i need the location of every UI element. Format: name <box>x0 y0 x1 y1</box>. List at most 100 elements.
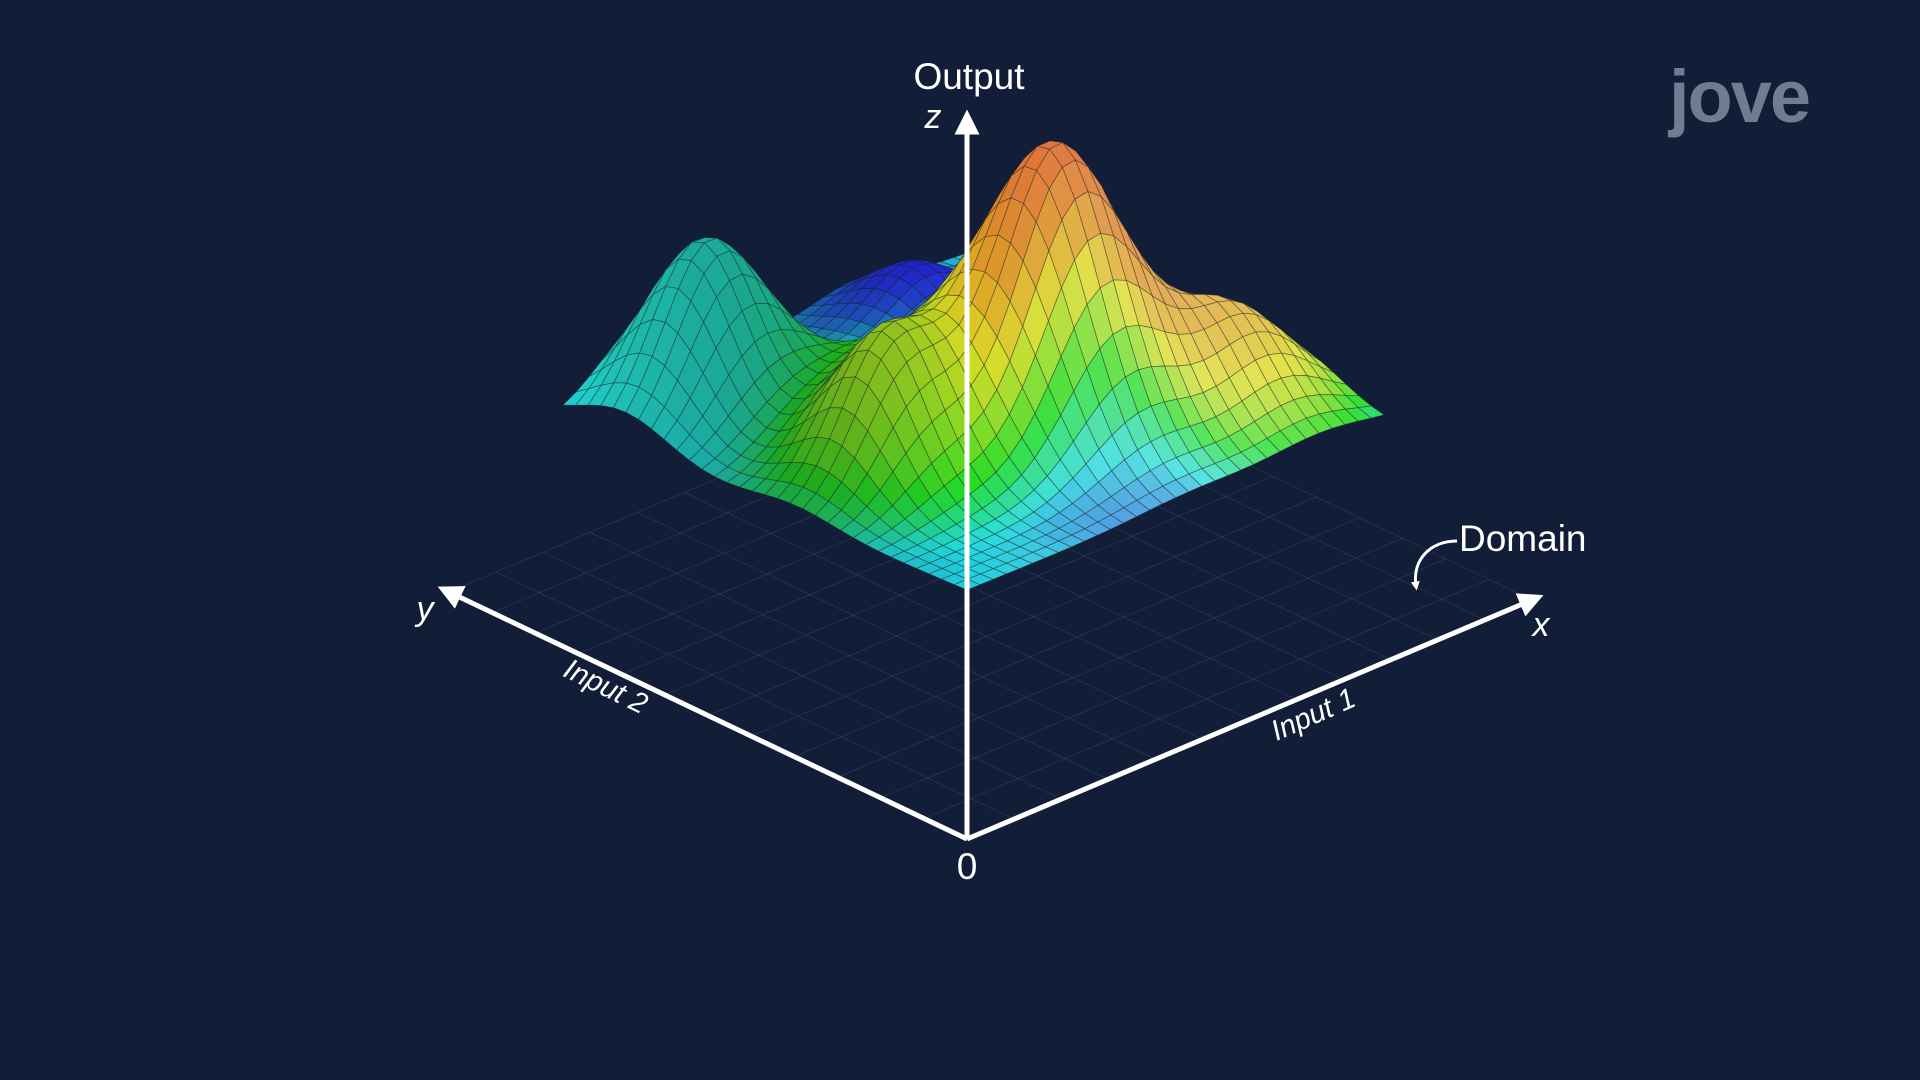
surface-patch <box>1266 430 1294 453</box>
surface-patch <box>1279 423 1307 446</box>
surface-patch <box>1096 514 1125 530</box>
surface-patch <box>1165 282 1192 295</box>
surface-patch <box>1019 527 1047 542</box>
surface-patch <box>1061 198 1088 261</box>
origin-label: 0 <box>957 846 978 887</box>
surface-patch <box>1109 507 1138 524</box>
surface-patch <box>1044 540 1073 553</box>
surface-patch <box>1019 511 1048 529</box>
surface-patch <box>1255 331 1283 356</box>
surface-patch <box>1203 322 1231 354</box>
surface-patch <box>789 486 817 510</box>
surface-patch <box>1242 331 1269 361</box>
surface-patch <box>1097 496 1125 516</box>
y-axis <box>437 586 969 842</box>
surface-patch <box>1331 394 1360 410</box>
x-axis-letter: x <box>1531 606 1551 644</box>
logo: jove <box>1667 55 1809 138</box>
surface-patch <box>1149 485 1177 505</box>
floor-line <box>750 496 1317 737</box>
surface-patch <box>1033 501 1061 522</box>
surface-patch <box>1228 400 1256 431</box>
surface-patch <box>1070 528 1099 542</box>
surface-patch <box>1018 551 1047 564</box>
surface-patch <box>1176 364 1204 398</box>
surface-patch <box>1305 413 1333 434</box>
surface-patch <box>601 326 629 361</box>
floor-line <box>880 558 1446 799</box>
surface-patch <box>650 406 678 440</box>
floor-line <box>684 491 1203 740</box>
surface-patch <box>842 332 870 363</box>
surface-patch <box>1188 468 1216 487</box>
surface-patch <box>1035 140 1065 150</box>
floor-line <box>923 578 1490 819</box>
surface-patch <box>1164 331 1192 367</box>
domain-arrow <box>1410 539 1458 591</box>
floor-line <box>542 551 1062 800</box>
surface-patch <box>1292 417 1320 440</box>
surface-patch <box>1139 261 1167 306</box>
surface-patch <box>1253 437 1281 459</box>
surface-patch <box>1112 279 1140 328</box>
surface-patch <box>1294 343 1321 368</box>
surface-patch <box>638 394 665 430</box>
surface-patch <box>1294 341 1322 362</box>
surface-patch <box>821 302 850 318</box>
floor-line <box>590 531 1109 780</box>
surface-patch <box>1047 355 1075 417</box>
surface-patch <box>791 398 818 430</box>
surface-patch <box>1240 420 1268 447</box>
surface-patch <box>1124 369 1152 414</box>
surface-patch <box>886 264 914 279</box>
surface-patch <box>1162 479 1190 499</box>
surface-patch <box>1048 286 1075 358</box>
surface-patch <box>1331 408 1359 425</box>
surface-patch <box>908 293 935 317</box>
surface-patch <box>1344 407 1372 422</box>
surface-patch <box>1097 470 1125 498</box>
surface-patch <box>1057 534 1086 548</box>
surface-patch <box>663 419 691 451</box>
surface-patch <box>928 568 956 580</box>
surface-patch <box>1058 502 1086 522</box>
floor-line <box>837 537 1403 778</box>
floor-line <box>794 517 1360 758</box>
floor-line <box>637 511 1156 760</box>
surface-patch <box>1229 336 1256 370</box>
surface-patch <box>1189 392 1217 423</box>
surface-patch <box>921 282 948 308</box>
surface-patch <box>1150 401 1178 436</box>
surface-patch <box>928 557 957 569</box>
surface-patch <box>861 265 888 281</box>
surface-patch <box>1216 300 1244 317</box>
surface-patch <box>1061 258 1088 330</box>
surface-patch <box>1072 463 1100 494</box>
surface-patch <box>840 519 868 539</box>
surface-patch <box>1280 374 1308 401</box>
y-axis-letter: y <box>415 590 436 628</box>
surface-patch <box>1240 445 1268 465</box>
surface-patch <box>1152 275 1180 310</box>
surface-patch <box>1123 478 1151 501</box>
surface-patch <box>902 556 931 569</box>
surface-patch <box>1136 492 1164 511</box>
surface-patch <box>1060 327 1088 393</box>
surface-patch <box>1005 557 1034 570</box>
surface-patch <box>1085 448 1113 483</box>
surface-patch <box>665 258 692 289</box>
surface-patch <box>1086 287 1114 350</box>
surface-patch <box>1214 436 1242 459</box>
surface-patch <box>1100 232 1127 281</box>
surface-patch <box>1150 365 1178 403</box>
surface-patch <box>1124 449 1151 480</box>
surface-patch <box>1126 246 1154 297</box>
surface-patch <box>1175 473 1203 493</box>
z-axis-title: Output <box>913 56 1025 97</box>
surface-patch <box>1034 319 1062 387</box>
surface-patch <box>1111 422 1139 461</box>
z-axis-letter: z <box>924 98 942 136</box>
surface-patch <box>562 388 590 406</box>
surface-patch <box>1083 521 1112 536</box>
